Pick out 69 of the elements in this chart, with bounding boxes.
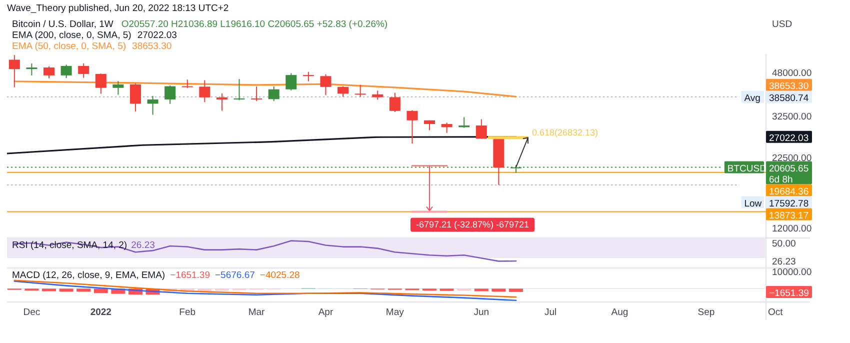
text: Wave_Theory published, Jun 20, 2022 18:13 UTC+2 [7,3,229,14]
x-tick-label: Sep [698,307,715,318]
annotation: 19684.36 [769,186,809,198]
candlestick [302,71,314,82]
candlestick [234,78,245,101]
y-tick-label: 32500.00 [772,112,812,123]
ref-line-label: Low [744,198,762,210]
text: 27022.03 [137,30,177,41]
x-tick-label: Jun [474,307,490,318]
candlestick [112,80,124,96]
y-tick-label: 22500.00 [772,152,812,164]
annotation: 6d 8h [769,174,793,186]
candlestick [147,95,158,116]
candlestick [251,86,262,102]
candlestick [338,86,349,98]
annotation: -6797.21 (-32.87%) -679721 [416,220,530,230]
candlestick [95,72,106,94]
text: EMA (50, close, 0, SMA, 5) [12,41,126,52]
annotation: 38653.30 [769,80,809,92]
series-label: −5676.67 [215,270,255,281]
y-tick-label: 50.00 [772,238,796,250]
line-series [14,240,517,262]
candlestick [60,64,72,79]
candlestick [78,62,90,78]
y-tick-label: 26.23 [772,256,796,268]
series-label: −1651.39 [170,270,210,281]
candlestick [44,66,55,79]
x-tick-label: May [386,307,404,318]
candlestick [320,74,332,96]
x-tick-label: Dec [23,307,40,318]
candlestick [164,85,176,104]
x-tick-label: Oct [768,307,784,318]
candlestick [476,118,487,140]
candlestick [216,92,228,112]
annotation: 13873.17 [769,210,809,222]
annotation: 27022.03 [769,132,809,144]
candlestick [8,54,20,88]
candlestick [406,110,418,144]
annotation: 38580.74 [769,92,809,104]
text: EMA (200, close, 0, SMA, 5) [12,30,132,41]
candlestick [441,122,452,134]
candlestick [389,92,400,113]
annotation: 0.618(26832.13) [532,128,598,138]
annotation: 17592.78 [769,198,809,210]
annotation: 26.23 [131,240,155,251]
x-tick-label: Feb [179,307,196,318]
x-tick-label: 2022 [90,307,112,318]
x-tick-label: Aug [611,307,628,318]
x-tick-label: Apr [318,307,334,318]
series-label: −4025.28 [260,270,300,281]
chart-subtitle: O20557.20 H21036.89 L19616.10 C20605.65 +52.83 (+0.26%) [121,19,388,30]
candlestick [199,80,210,103]
y-axis-title: USD [772,19,792,30]
candlestick [286,72,297,91]
text: 38653.30 [132,41,172,52]
x-tick-label: Jul [544,307,557,318]
chart-title: MACD (12, 26, close, 9, EMA, EMA) [12,270,166,281]
candlestick [26,62,38,76]
candlestick [130,82,141,112]
text: −1651.39 [769,288,809,299]
y-tick-label: 12000.00 [772,224,812,235]
annotation: 10000.00 [772,267,812,278]
annotation: 20605.65 [769,163,809,174]
y-tick-label: 48000.00 [772,68,812,79]
x-tick-label: Mar [248,307,265,318]
candlestick [354,84,366,98]
chart-title: Bitcoin / U.S. Dollar, 1W [12,19,114,30]
ref-line-label: Avg [744,92,760,104]
candlestick [268,86,280,102]
